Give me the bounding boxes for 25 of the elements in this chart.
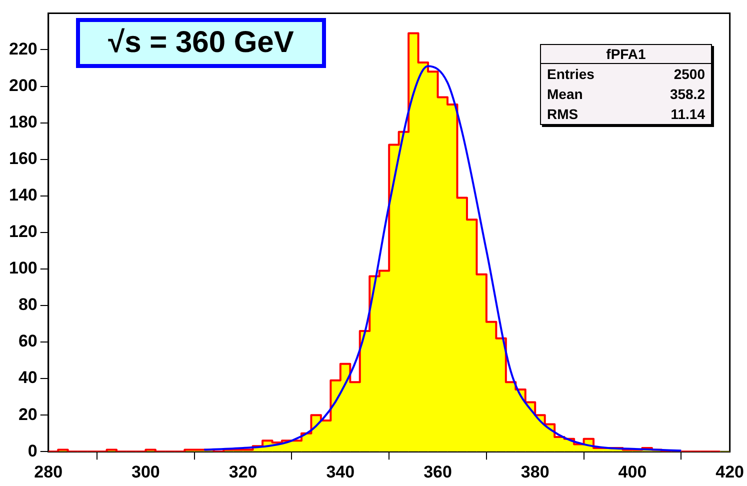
x-tick-label: 300 xyxy=(132,462,160,482)
y-tick-label: 20 xyxy=(18,404,38,424)
text: Mean 358.2 xyxy=(547,86,705,102)
x-tick-label: 280 xyxy=(34,462,63,482)
y-tick-label: 160 xyxy=(8,149,38,168)
text: Entries 2500 xyxy=(547,66,705,82)
y-tick-label: 40 xyxy=(18,368,38,388)
x-tick-label: 340 xyxy=(326,462,355,482)
text: RMS 11.14 xyxy=(547,106,705,122)
x-tick-label: 420 xyxy=(716,462,744,482)
y-tick-label: 80 xyxy=(18,295,38,314)
y-tick-label: 120 xyxy=(8,222,38,242)
y-tick-label: 220 xyxy=(8,39,38,58)
x-tick-label: 400 xyxy=(618,462,647,482)
chart-title: √s = 360 GeV xyxy=(76,18,326,68)
y-tick-label: 0 xyxy=(28,441,38,460)
annotation: fPFA1 xyxy=(541,45,711,64)
y-tick-label: 60 xyxy=(18,332,38,351)
y-tick-label: 140 xyxy=(8,186,38,205)
x-tick-label: 360 xyxy=(424,462,452,482)
y-tick-label: 200 xyxy=(8,76,38,95)
y-tick-label: 100 xyxy=(8,258,38,278)
y-tick-label: 180 xyxy=(8,112,38,132)
x-tick-label: 380 xyxy=(520,462,550,482)
x-tick-label: 320 xyxy=(228,462,258,482)
